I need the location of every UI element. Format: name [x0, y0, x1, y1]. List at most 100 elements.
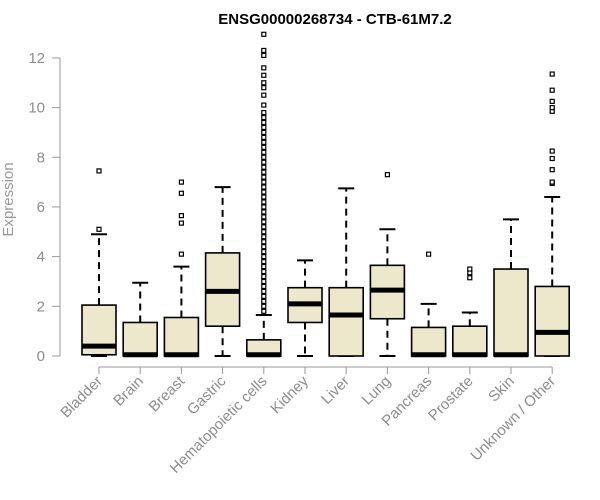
y-tick-label: 10: [28, 100, 45, 117]
outlier-point: [261, 288, 267, 295]
outlier-point: [261, 199, 267, 205]
outlier-point: [261, 119, 267, 126]
outlier-point: [261, 263, 267, 270]
outlier-point: [426, 251, 432, 257]
outlier-point: [261, 80, 267, 86]
iqr-box: [493, 268, 529, 357]
box-breast: [163, 179, 200, 358]
outlier-point: [261, 219, 267, 225]
outlier-point: [261, 298, 267, 304]
box-liver: [328, 187, 365, 357]
x-tick-label: Bladder: [57, 373, 106, 422]
outlier-point: [261, 194, 267, 200]
outlier-point: [261, 254, 267, 260]
outlier-point: [261, 249, 267, 255]
outlier-point: [261, 114, 267, 121]
outlier-point: [96, 226, 102, 232]
outlier-point: [261, 129, 267, 136]
outlier-point: [261, 268, 267, 275]
outlier-point: [467, 275, 473, 281]
outlier-point: [261, 204, 267, 210]
iqr-box: [410, 326, 447, 357]
outlier-point: [261, 303, 267, 309]
outlier-point: [261, 169, 267, 175]
outlier-point: [549, 155, 555, 162]
box-brain: [122, 281, 158, 358]
x-tick-label: Skin: [485, 373, 518, 406]
outlier-point: [261, 273, 267, 280]
outlier-point: [261, 65, 267, 71]
outlier-point: [549, 87, 555, 93]
outlier-point: [261, 72, 267, 78]
y-tick-label: 4: [37, 249, 45, 266]
outlier-point: [261, 234, 267, 240]
outlier-point: [178, 251, 184, 257]
x-tick-label: Breast: [146, 372, 189, 415]
iqr-box: [451, 325, 488, 357]
outlier-point: [261, 164, 267, 170]
x-tick-label: Kidney: [267, 372, 312, 417]
outlier-point: [549, 167, 555, 173]
y-tick-label: 6: [37, 199, 45, 216]
outlier-point: [549, 71, 555, 77]
outlier-point: [261, 124, 267, 131]
outlier-point: [467, 266, 473, 272]
iqr-box: [534, 285, 571, 357]
outlier-point: [261, 278, 267, 285]
outlier-point: [261, 85, 267, 91]
outlier-point: [261, 179, 267, 185]
outlier-point: [261, 308, 267, 314]
outlier-point: [261, 224, 267, 230]
x-tick-label: Prostate: [425, 373, 477, 425]
outlier-point: [261, 31, 267, 37]
outlier-point: [178, 220, 184, 226]
outlier-point: [549, 179, 555, 185]
box-prostate: [451, 266, 488, 358]
outlier-point: [261, 283, 267, 290]
outlier-point: [96, 168, 102, 174]
outlier-point: [549, 148, 555, 154]
box-lung: [369, 172, 406, 357]
outlier-point: [261, 189, 267, 195]
box-unknown-other: [534, 71, 571, 357]
outlier-point: [178, 213, 184, 219]
box-gastric: [204, 186, 241, 357]
box-pancreas: [410, 251, 447, 358]
y-tick-label: 12: [28, 50, 45, 67]
outlier-point: [384, 172, 390, 178]
box-skin: [493, 218, 529, 358]
y-axis-label: Expression: [0, 162, 17, 236]
outlier-point: [178, 190, 184, 196]
box-hematopoietic-cells: [246, 31, 282, 358]
outlier-point: [261, 149, 267, 155]
outlier-point: [549, 104, 555, 111]
outlier-point: [261, 184, 267, 190]
outlier-point: [261, 259, 267, 265]
outlier-point: [261, 154, 267, 160]
iqr-box: [328, 286, 365, 357]
x-tick-label: Brain: [110, 373, 147, 410]
outlier-point: [549, 98, 555, 104]
outlier-point: [261, 102, 267, 108]
outlier-point: [261, 52, 267, 59]
box-series: [81, 31, 571, 358]
outlier-point: [261, 144, 267, 150]
box-kidney: [287, 259, 323, 357]
outlier-point: [261, 92, 267, 98]
outlier-point: [261, 239, 267, 245]
outlier-point: [261, 159, 267, 165]
outlier-point: [261, 229, 267, 235]
outlier-point: [261, 47, 267, 54]
outlier-point: [261, 244, 267, 250]
outlier-point: [261, 174, 267, 180]
outlier-point: [261, 139, 267, 145]
y-tick-label: 2: [37, 298, 45, 315]
outlier-point: [178, 179, 184, 185]
x-tick-label: Lung: [359, 373, 395, 409]
y-axis: 0 2 4 6 8 10 12: [28, 50, 61, 365]
outlier-point: [261, 109, 267, 116]
iqr-box: [163, 316, 200, 357]
outlier-point: [261, 209, 267, 215]
